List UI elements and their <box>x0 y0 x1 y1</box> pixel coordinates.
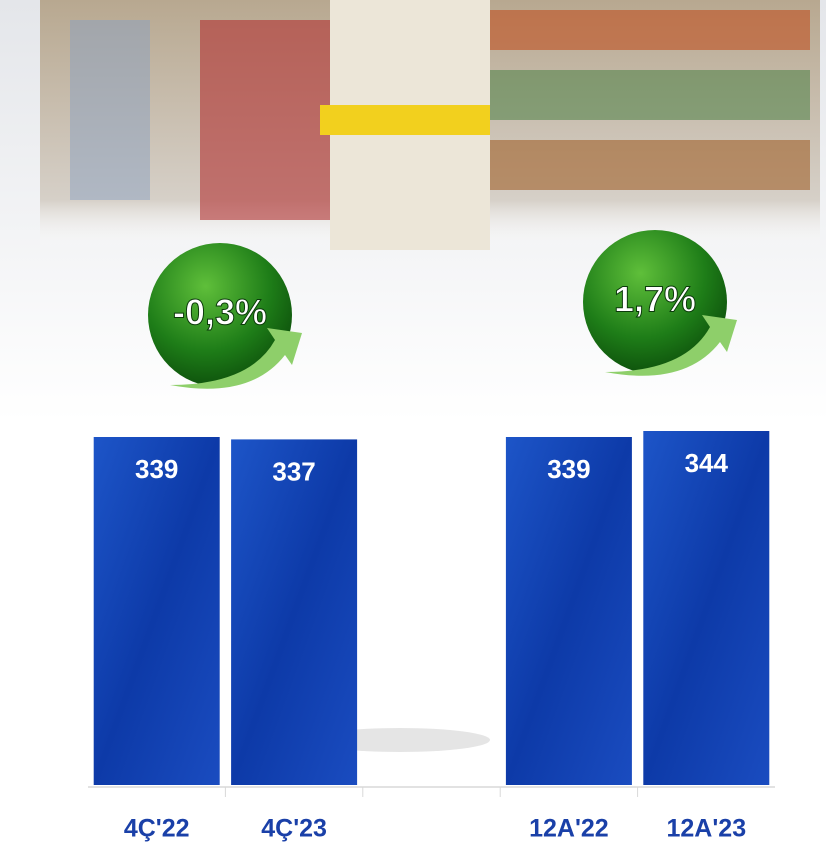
photo <box>40 0 820 250</box>
bar <box>643 431 769 785</box>
x-tick-label: 12A'22 <box>529 815 609 843</box>
chart: 4Ç'22 339 4Ç'23 337 12A'22 339 12A'23 344 -0,3% 1… <box>0 0 826 843</box>
bar <box>231 439 357 785</box>
value-label: 344 <box>685 448 729 478</box>
bar <box>94 437 220 785</box>
x-tick-label: 4Ç'22 <box>124 815 190 843</box>
growth-label: -0,3% <box>173 292 267 333</box>
growth-label: 1,7% <box>614 279 696 320</box>
page: 4Ç'22 339 4Ç'23 337 12A'22 339 12A'23 344 -0,3% 1… <box>0 0 826 843</box>
bar <box>506 437 632 785</box>
value-label: 339 <box>135 454 178 484</box>
x-tick-label: 4Ç'23 <box>261 815 327 843</box>
value-label: 339 <box>547 454 590 484</box>
value-label: 337 <box>272 456 315 486</box>
x-tick-label: 12A'23 <box>666 815 746 843</box>
